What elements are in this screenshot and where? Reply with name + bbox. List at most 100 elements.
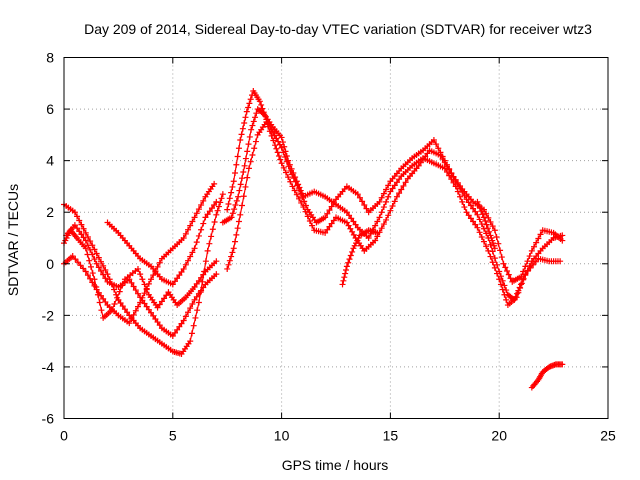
data-point (463, 209, 470, 216)
data-point (487, 219, 494, 226)
data-point (174, 275, 181, 282)
data-point (231, 206, 238, 213)
data-point (285, 174, 292, 181)
data-point (89, 270, 96, 277)
data-point (198, 201, 205, 208)
data-point (489, 259, 496, 266)
data-point (273, 135, 280, 142)
data-point (93, 260, 100, 267)
data-point (247, 96, 254, 103)
data-point (374, 218, 381, 225)
data-point (378, 209, 385, 216)
data-point (249, 151, 256, 158)
data-point (280, 164, 287, 171)
data-point (467, 202, 474, 209)
data-point (285, 157, 292, 164)
data-point (102, 275, 109, 282)
data-point (497, 281, 504, 288)
data-point (288, 165, 295, 172)
data-point (389, 185, 396, 192)
data-point (187, 305, 194, 312)
data-point (343, 266, 350, 273)
data-point (161, 295, 168, 302)
data-point (533, 239, 540, 246)
data-point (480, 238, 487, 245)
data-point (76, 217, 83, 224)
data-point (86, 257, 93, 264)
data-point (143, 285, 150, 292)
data-point (206, 208, 213, 215)
data-point (452, 176, 459, 183)
data-point (324, 210, 331, 217)
data-point (148, 309, 155, 316)
data-point (349, 228, 356, 235)
data-point (208, 205, 215, 212)
data-point (279, 139, 286, 146)
data-point (385, 182, 392, 189)
data-point (507, 275, 514, 282)
data-point (116, 288, 123, 295)
data-point (491, 255, 498, 262)
data-point (443, 163, 450, 170)
data-point (494, 261, 501, 268)
data-point (182, 230, 189, 237)
data-point (347, 252, 354, 259)
data-point (187, 253, 194, 260)
data-point (501, 282, 508, 289)
data-point (461, 204, 468, 211)
data-point (352, 221, 359, 228)
data-point (296, 184, 303, 191)
data-point (95, 289, 102, 296)
data-point (232, 201, 239, 208)
data-point (156, 301, 163, 308)
data-point (356, 194, 363, 201)
data-point (330, 217, 337, 224)
data-point (281, 143, 288, 150)
data-point (82, 245, 89, 252)
data-point (201, 268, 208, 275)
x-tick-label: 20 (491, 428, 507, 444)
data-point (232, 170, 239, 177)
data-point (478, 208, 485, 215)
data-point (215, 203, 222, 210)
data-point (354, 191, 361, 198)
data-point (187, 338, 194, 345)
data-point (302, 208, 309, 215)
data-point (89, 279, 96, 286)
data-point (78, 231, 85, 238)
data-point (374, 229, 381, 236)
data-point (176, 323, 183, 330)
data-point (156, 259, 163, 266)
data-point (301, 198, 308, 205)
data-point (141, 300, 148, 307)
data-point (76, 228, 83, 235)
data-point (130, 311, 137, 318)
data-point (134, 290, 141, 297)
data-point (269, 129, 276, 136)
data-point (282, 148, 289, 155)
data-point (145, 306, 152, 313)
chart-title: Day 209 of 2014, Sidereal Day-to-day VTE… (84, 21, 592, 37)
data-point (348, 215, 355, 222)
data-point (391, 182, 398, 189)
data-point (326, 207, 333, 214)
data-point (238, 175, 245, 182)
data-point (87, 246, 94, 253)
data-point (132, 287, 139, 294)
data-point (233, 197, 240, 204)
data-point (126, 320, 133, 327)
data-point (200, 220, 207, 227)
data-point (204, 211, 211, 218)
data-point (494, 270, 501, 277)
data-point (433, 141, 440, 148)
data-point (229, 249, 236, 256)
data-point (475, 201, 482, 208)
data-point (526, 253, 533, 260)
data-point (189, 249, 196, 256)
data-point (209, 226, 216, 233)
data-point (249, 122, 256, 129)
x-tick-label: 5 (169, 428, 177, 444)
data-point (241, 162, 248, 169)
data-point (398, 186, 405, 193)
data-point (74, 225, 81, 232)
